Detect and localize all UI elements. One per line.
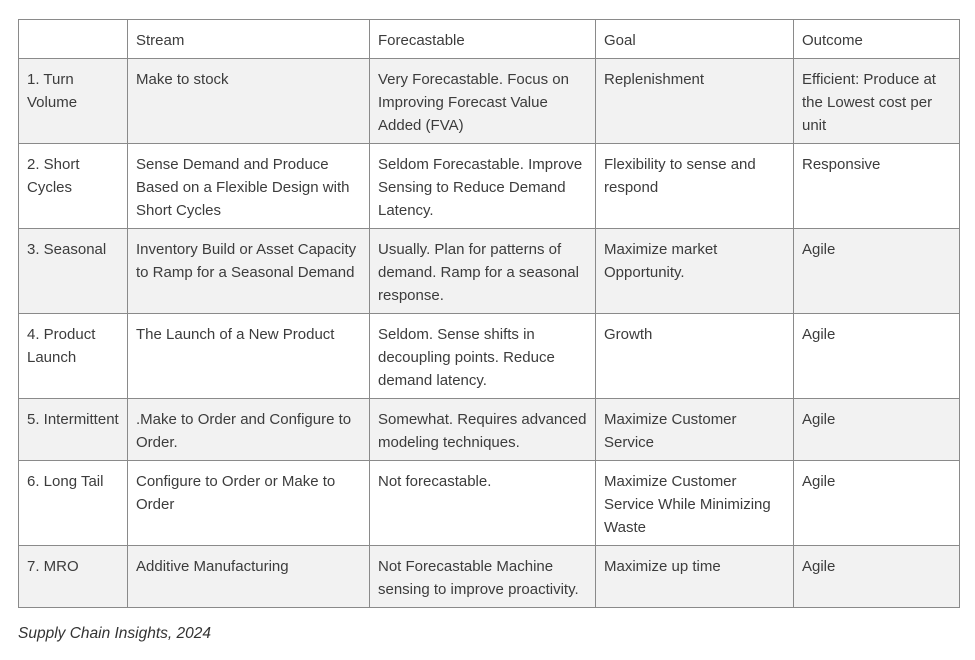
table-cell: Not Forecastable Machine sensing to impr… [369, 545, 596, 608]
table-cell: Maximize up time [595, 545, 794, 608]
table-cell: 2. Short Cycles [18, 143, 128, 229]
caption: Supply Chain Insights, 2024 [18, 625, 212, 642]
header-cell: Stream [127, 19, 370, 59]
table-row: 4. Product Launch The Launch of a New Pro… [18, 313, 960, 399]
table-cell: Replenishment [595, 58, 794, 144]
header-cell: Goal [595, 19, 794, 59]
table-row: 7. MRO Additive Manufacturing Not Forecast… [18, 545, 960, 608]
header-cell: Forecastable [369, 19, 596, 59]
table-cell: Seldom Forecastable. Improve Sensing to … [369, 143, 596, 229]
table-cell: 1. Turn Volume [18, 58, 128, 144]
table-cell: 4. Product Launch [18, 313, 128, 399]
table-row: 1. Turn Volume Make to stock Very Forecast… [18, 58, 960, 144]
table-cell: 6. Long Tail [18, 460, 128, 546]
table-cell: 5. Intermittent [18, 398, 128, 461]
table-cell: .Make to Order and Configure to Order. [127, 398, 370, 461]
table-cell: Configure to Order or Make to Order [127, 460, 370, 546]
table-cell: Agile [793, 545, 960, 608]
table-cell: Agile [793, 313, 960, 399]
header-cell [18, 19, 128, 59]
table-row: 2. Short Cycles Sense Demand and Produce … [18, 143, 960, 229]
table-row: 6. Long Tail Configure to Order or Make t… [18, 460, 960, 546]
table-cell: Somewhat. Requires advanced modeling tec… [369, 398, 596, 461]
table-cell: Inventory Build or Asset Capacity to Ram… [127, 228, 370, 314]
header-cell: Outcome [793, 19, 960, 59]
table-cell: The Launch of a New Product [127, 313, 370, 399]
table-cell: 3. Seasonal [18, 228, 128, 314]
table-cell: Efficient: Produce at the Lowest cost pe… [793, 58, 960, 144]
table-cell: Agile [793, 460, 960, 546]
table-cell: Agile [793, 398, 960, 461]
table-cell: Maximize market Opportunity. [595, 228, 794, 314]
table-row: 3. Seasonal Inventory Build or Asset Capa… [18, 228, 960, 314]
table-cell: Not forecastable. [369, 460, 596, 546]
comparison-table: Stream Forecastable Goal Outcome 1. Turn Vol… [18, 19, 960, 608]
table-cell: Usually. Plan for patterns of demand. Ra… [369, 228, 596, 314]
table-body: Stream Forecastable Goal Outcome 1. Turn Vol… [18, 19, 960, 608]
table-cell: Make to stock [127, 58, 370, 144]
table-cell: Additive Manufacturing [127, 545, 370, 608]
table-cell: Maximize Customer Service While Minimizi… [595, 460, 794, 546]
table-cell: Sense Demand and Produce Based on a Flex… [127, 143, 370, 229]
table-cell: Agile [793, 228, 960, 314]
table-cell: Growth [595, 313, 794, 399]
table-cell: 7. MRO [18, 545, 128, 608]
table-cell: Responsive [793, 143, 960, 229]
table-row: Stream Forecastable Goal Outcome [18, 19, 960, 59]
table-row: 5. Intermittent .Make to Order and Config… [18, 398, 960, 461]
table-cell: Very Forecastable. Focus on Improving Fo… [369, 58, 596, 144]
table-cell: Flexibility to sense and respond [595, 143, 794, 229]
table-cell: Maximize Customer Service [595, 398, 794, 461]
table-cell: Seldom. Sense shifts in decoupling point… [369, 313, 596, 399]
